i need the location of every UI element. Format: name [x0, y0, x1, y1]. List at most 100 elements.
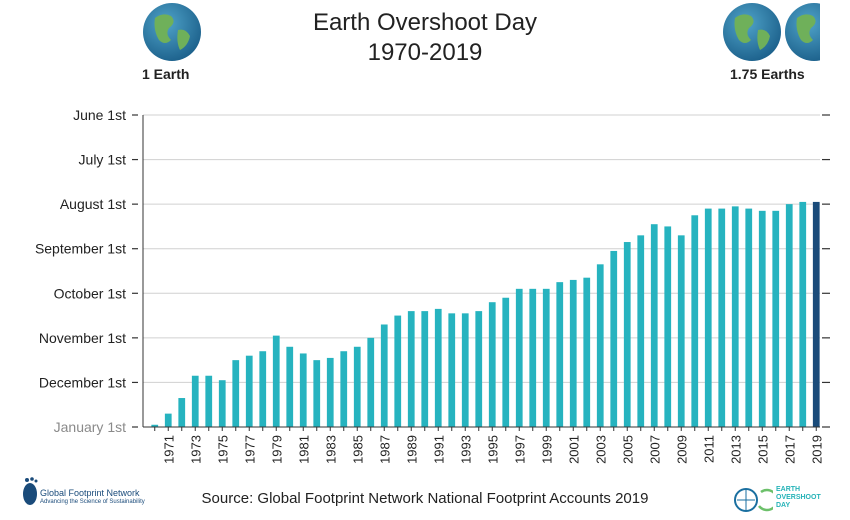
- one-earth-label: 1 Earth: [142, 66, 190, 82]
- x-tick-label: 1997: [512, 435, 527, 464]
- bar-1988: [394, 315, 402, 427]
- bar-2007: [650, 224, 658, 427]
- bar-1981: [299, 353, 307, 427]
- y-tick-label: October 1st: [54, 285, 126, 301]
- bar-1996: [502, 297, 510, 427]
- x-tick-label: 1999: [539, 435, 554, 464]
- chart-title: Earth Overshoot Day 1970-2019: [0, 8, 850, 68]
- bar-2009: [677, 235, 685, 427]
- chart-title-line2: 1970-2019: [367, 39, 483, 66]
- bar-2013: [731, 206, 739, 427]
- bar-2000: [556, 282, 564, 427]
- bar-1970: [151, 424, 159, 427]
- x-tick-label: 2017: [782, 435, 797, 464]
- bar-1978: [259, 351, 267, 427]
- bar-2012: [718, 208, 726, 427]
- x-tick-label: 2015: [755, 435, 770, 464]
- gfn-logo: [23, 477, 38, 505]
- x-tick-label: 1985: [350, 435, 365, 464]
- bar-1990: [421, 311, 429, 427]
- x-tick-label: 1983: [323, 435, 338, 464]
- bar-1980: [286, 346, 294, 427]
- bar-2010: [691, 215, 699, 427]
- bar-2011: [704, 208, 712, 427]
- bar-1997: [515, 288, 523, 427]
- bar-1974: [205, 375, 213, 427]
- globe-right-1-icon: [723, 3, 781, 61]
- y-tick-label: July 1st: [79, 152, 127, 168]
- x-tick-label: 1989: [404, 435, 419, 464]
- bar-2018: [799, 201, 807, 427]
- source-note: Source: Global Footprint Network Nationa…: [201, 490, 649, 507]
- bar-2016: [772, 210, 780, 427]
- bar-1994: [475, 311, 483, 427]
- x-tick-label: 2009: [674, 435, 689, 464]
- bar-1982: [313, 360, 321, 427]
- x-tick-label: 1981: [296, 435, 311, 464]
- bar-2003: [596, 264, 604, 427]
- x-tick-label: 2005: [620, 435, 635, 464]
- eod-line1: EARTH: [776, 486, 801, 493]
- bar-2008: [664, 226, 672, 427]
- bar-2005: [623, 242, 631, 427]
- y-tick-label: December 1st: [39, 374, 126, 390]
- bar-1993: [461, 313, 469, 427]
- y-axis: January 1st December 1st November 1st Octob…: [35, 107, 830, 435]
- x-tick-label: 1975: [215, 435, 230, 464]
- bar-1987: [380, 324, 388, 427]
- x-tick-label: 1991: [431, 435, 446, 464]
- eod-line3: DAY: [776, 502, 791, 509]
- gfn-tagline: Advancing the Science of Sustainability: [40, 499, 145, 505]
- y-tick-label: August 1st: [60, 196, 126, 212]
- bar-1986: [367, 337, 375, 427]
- bar-1973: [191, 375, 199, 427]
- bar-2001: [569, 279, 577, 427]
- x-tick-label: 2007: [647, 435, 662, 464]
- x-tick-label: 1971: [161, 435, 176, 464]
- x-tick-label: 2001: [566, 435, 581, 464]
- bar-1999: [542, 288, 550, 427]
- x-tick-label: 1993: [458, 435, 473, 464]
- chart-title-line1: Earth Overshoot Day: [312, 9, 538, 36]
- bar-1992: [448, 313, 456, 427]
- bars: [151, 201, 820, 427]
- eod-text: EARTH OVERSHOOT DAY: [776, 486, 836, 510]
- bar-2004: [610, 250, 618, 427]
- bar-1998: [529, 288, 537, 427]
- eod-line2: OVERSHOOT: [776, 494, 821, 501]
- bar-1971: [164, 413, 172, 427]
- bar-2002: [583, 277, 591, 427]
- x-tick-label: 2011: [701, 435, 716, 463]
- bar-1989: [407, 311, 415, 427]
- bar-1991: [434, 308, 442, 427]
- bar-2017: [785, 204, 793, 427]
- x-tick-label: 2013: [728, 435, 743, 464]
- gfn-name: Global Footprint Network: [40, 488, 140, 498]
- y-tick-label: November 1st: [39, 330, 126, 346]
- bar-1995: [488, 302, 496, 427]
- x-tick-label: 1973: [188, 435, 203, 464]
- bar-2006: [637, 235, 645, 427]
- bar-1985: [353, 346, 361, 427]
- bar-2019: [812, 201, 820, 427]
- y-tick-label: January 1st: [54, 419, 126, 435]
- bar-1975: [218, 380, 226, 427]
- bar-1983: [326, 357, 334, 427]
- earths-label: 1.75 Earths: [730, 66, 805, 82]
- eod-logo-icon: [734, 488, 773, 512]
- bar-2014: [745, 208, 753, 427]
- x-tick-label: 1977: [242, 435, 257, 464]
- y-tick-label: September 1st: [35, 241, 126, 257]
- bar-1976: [232, 360, 240, 427]
- x-tick-label: 1995: [485, 435, 500, 464]
- globe-left-icon: [143, 3, 201, 61]
- globe-right-2-icon: [785, 3, 820, 61]
- bar-1979: [272, 335, 280, 427]
- x-tick-label: 1979: [269, 435, 284, 464]
- bar-1977: [245, 355, 253, 427]
- x-axis: 1971 1973 1975 1977 1979 1981 1983 1985 1987 1989…: [143, 426, 824, 464]
- bar-2015: [758, 210, 766, 427]
- bar-1972: [178, 398, 186, 427]
- y-tick-label: June 1st: [73, 107, 126, 123]
